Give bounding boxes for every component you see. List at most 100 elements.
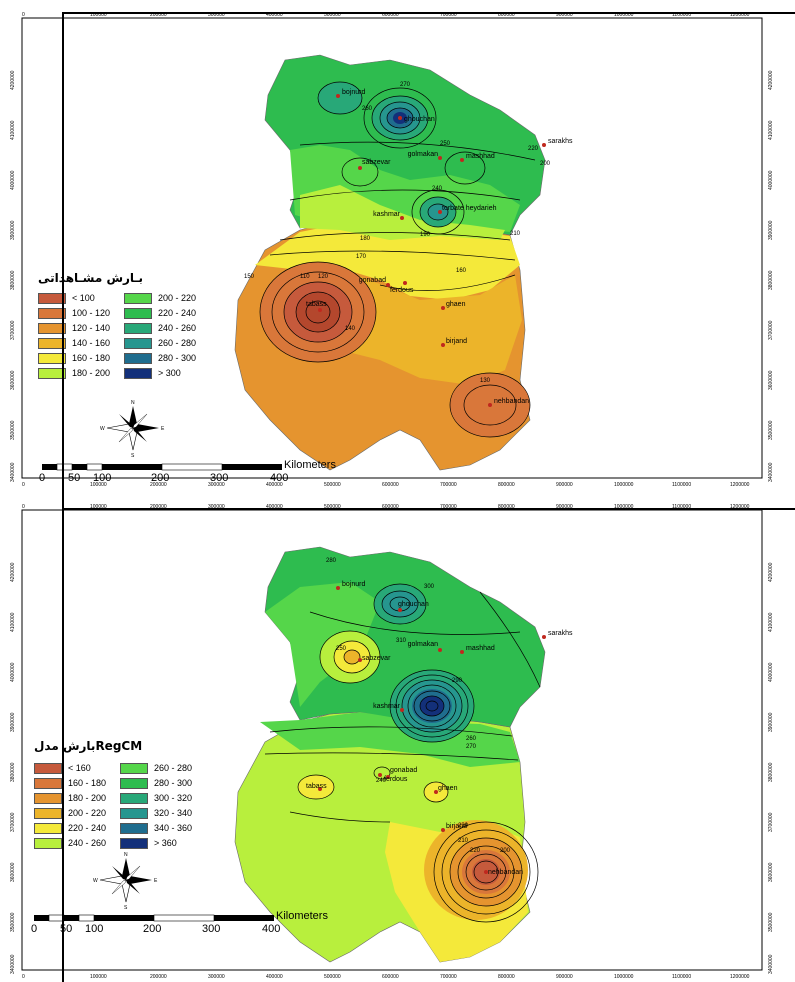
x-tick: 1200000 xyxy=(730,482,750,488)
x-tick: 400000 xyxy=(266,12,283,18)
legend-item: < 100 xyxy=(38,292,124,304)
x-tick: 900000 xyxy=(556,12,573,18)
x-tick: 400000 xyxy=(266,504,283,510)
legend-item: 180 - 200 xyxy=(38,367,124,379)
contour-label: 160 xyxy=(456,268,467,274)
legend-swatch xyxy=(120,792,148,804)
city-label: ghaen xyxy=(438,785,458,792)
y-tick: 4100000 xyxy=(10,612,16,632)
x-tick: 300000 xyxy=(208,974,225,980)
legend-item: 140 - 160 xyxy=(38,337,124,349)
x-tick: 700000 xyxy=(440,12,457,18)
legend-item: 340 - 360 xyxy=(120,822,206,834)
vertical-divider xyxy=(62,12,64,982)
legend-item: 200 - 220 xyxy=(124,292,210,304)
south-label: S xyxy=(131,453,135,459)
y-tick: 3700000 xyxy=(768,812,774,832)
x-tick: 600000 xyxy=(382,974,399,980)
legend-swatch xyxy=(124,367,152,379)
legend-swatch xyxy=(34,822,62,834)
x-tick: 1100000 xyxy=(672,12,691,18)
y-tick: 4200000 xyxy=(10,70,16,90)
map-frame: bojnurd ghouchan sarakhs golmakan mashha… xyxy=(10,504,774,980)
legend-swatch xyxy=(38,367,66,379)
legend-swatch xyxy=(34,837,62,849)
x-axis-bottom: 0 100000 200000 300000 400000 500000 600… xyxy=(22,974,750,980)
y-tick: 3400000 xyxy=(768,462,774,482)
legend-swatch xyxy=(124,337,152,349)
observed-precip-map: bojnurd ghouchan sarakhs golmakan mashha… xyxy=(0,0,795,490)
legend: < 100 200 - 220 100 - 120 220 - 240 120 … xyxy=(38,292,210,379)
y-axis-right: 4200000 4100000 4000000 3900000 3800000 … xyxy=(768,70,774,482)
x-tick: 800000 xyxy=(498,974,515,980)
map-frame: bojnurd ghouchan sarakhs golmakan mashha… xyxy=(10,12,774,488)
y-tick: 3500000 xyxy=(10,912,16,932)
x-tick: 600000 xyxy=(382,482,399,488)
legend-swatch xyxy=(38,337,66,349)
contour-label: 260 xyxy=(466,736,477,742)
y-tick: 3400000 xyxy=(10,462,16,482)
x-tick: 1000000 xyxy=(614,974,634,980)
contour-label: 120 xyxy=(318,274,329,280)
y-tick: 4200000 xyxy=(10,562,16,582)
legend-item: 260 - 280 xyxy=(124,337,210,349)
city-label: birjand xyxy=(446,338,467,345)
contour-label: 220 xyxy=(528,146,539,152)
legend-item: 240 - 260 xyxy=(124,322,210,334)
legend-swatch xyxy=(124,307,152,319)
legend-item: 280 - 300 xyxy=(124,352,210,364)
x-tick: 100000 xyxy=(90,482,107,488)
legend-item: 320 - 340 xyxy=(120,807,206,819)
city-label: sarakhs xyxy=(548,138,573,145)
city-label: nehbandan xyxy=(488,869,523,876)
y-axis-left: 4200000 4100000 4000000 3900000 3800000 … xyxy=(10,562,16,974)
city-label: sabzevar xyxy=(362,655,391,662)
x-tick: 800000 xyxy=(498,504,515,510)
city-markers xyxy=(318,586,546,874)
x-tick: 1000000 xyxy=(614,482,634,488)
x-tick: 200000 xyxy=(150,504,167,510)
legend-item: > 360 xyxy=(120,837,206,849)
legend-item: 180 - 200 xyxy=(34,792,120,804)
city-label: mashhad xyxy=(466,153,495,160)
legend-item: 120 - 140 xyxy=(38,322,124,334)
city-label: ferdous xyxy=(390,287,414,294)
contour-label: 210 xyxy=(510,231,521,237)
city-label: mashhad xyxy=(466,645,495,652)
y-tick: 3400000 xyxy=(768,954,774,974)
y-tick: 3800000 xyxy=(10,270,16,290)
legend-title: بـارش مشـاهداتی xyxy=(38,271,144,285)
x-tick: 200000 xyxy=(150,482,167,488)
legend-swatch xyxy=(38,322,66,334)
contour-label: 270 xyxy=(466,744,477,750)
west-label: W xyxy=(100,426,105,432)
x-tick: 1100000 xyxy=(672,482,691,488)
legend-swatch xyxy=(120,807,148,819)
scale-tick: 50 xyxy=(68,472,81,484)
x-tick: 800000 xyxy=(498,482,515,488)
y-tick: 3800000 xyxy=(768,762,774,782)
contour-label: 110 xyxy=(300,274,310,280)
y-tick: 3900000 xyxy=(10,220,16,240)
contour-label: 200 xyxy=(500,848,511,854)
x-tick: 1100000 xyxy=(672,974,691,980)
contour-label: 300 xyxy=(424,584,435,590)
scale-bar xyxy=(34,914,274,922)
x-tick: 300000 xyxy=(208,12,225,18)
y-tick: 3700000 xyxy=(10,320,16,340)
x-axis-top: 0 100000 200000 300000 400000 500000 600… xyxy=(22,504,750,510)
scale-tick: 0 xyxy=(39,472,46,484)
contour-lines xyxy=(264,583,541,923)
contour-label: 270 xyxy=(400,82,411,88)
y-tick: 3500000 xyxy=(768,912,774,932)
scale-tick: 400 xyxy=(270,472,289,484)
legend-swatch xyxy=(34,792,62,804)
contour-label: 220 xyxy=(470,848,481,854)
y-tick: 4000000 xyxy=(768,170,774,190)
y-tick: 3800000 xyxy=(768,270,774,290)
x-tick: 500000 xyxy=(324,12,341,18)
legend-item: 160 - 180 xyxy=(34,777,120,789)
contour-label: 250 xyxy=(336,646,347,652)
legend-item: > 300 xyxy=(124,367,210,379)
y-tick: 3700000 xyxy=(10,812,16,832)
